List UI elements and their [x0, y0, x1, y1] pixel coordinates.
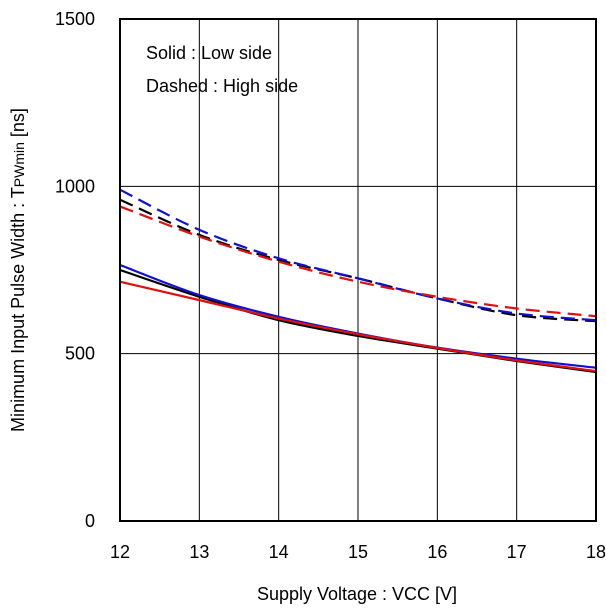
grid	[120, 19, 596, 521]
annotation-solid: Solid : Low side	[146, 43, 272, 63]
x-tick-label: 17	[507, 542, 527, 562]
series-line-blue-dashed	[119, 188, 597, 322]
y-axis-label-main: Minimum Input Pulse Width : T	[8, 187, 28, 432]
x-tick-label: 16	[427, 542, 447, 562]
y-tick-label: 0	[85, 511, 95, 531]
series-group	[119, 188, 597, 374]
y-tick-labels: 0 500 1000 1500	[55, 9, 95, 531]
x-tick-label: 18	[586, 542, 606, 562]
x-tick-label: 15	[348, 542, 368, 562]
x-axis-label: Supply Voltage : VCC [V]	[257, 584, 457, 604]
y-tick-label: 500	[65, 344, 95, 364]
x-tick-labels: 12 13 14 15 16 17 18	[110, 542, 606, 562]
x-tick-label: 13	[189, 542, 209, 562]
y-axis-label: Minimum Input Pulse Width : TPWmin [ns]	[8, 108, 28, 432]
x-tick-label: 12	[110, 542, 130, 562]
series-line-red-dashed	[119, 205, 597, 318]
series-line-red-solid	[119, 280, 597, 373]
y-tick-label: 1000	[55, 176, 95, 196]
y-tick-label: 1500	[55, 9, 95, 29]
plot-frame	[119, 18, 597, 522]
series-line-black-dashed	[119, 198, 597, 323]
y-axis-label-unit: [ns]	[8, 108, 28, 142]
y-axis-label-subscript: PWmin	[11, 142, 27, 187]
annotation-dashed: Dashed : High side	[146, 76, 298, 96]
x-tick-label: 14	[269, 542, 289, 562]
